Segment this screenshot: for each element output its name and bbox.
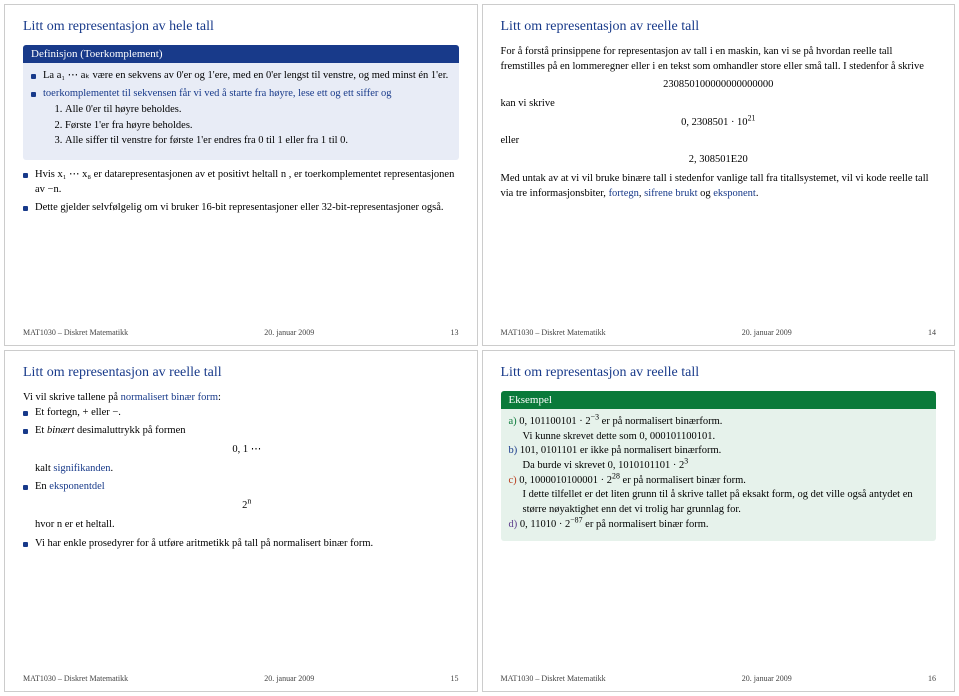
example-c: c) 0, 1000010100001 · 228 er på normalis… xyxy=(509,474,929,518)
footer-page: 13 xyxy=(450,328,458,337)
text: Vi vil skrive tallene på xyxy=(23,392,121,403)
display-math: 2n xyxy=(35,499,459,514)
footer-left: MAT1030 – Diskret Matematikk xyxy=(23,674,128,683)
footer-left: MAT1030 – Diskret Matematikk xyxy=(23,328,128,337)
definition-box: Definisjon (Toerkomplement) La a₁ ⋯ aₖ v… xyxy=(23,45,459,160)
slide-14: Litt om representasjon av reelle tall Fo… xyxy=(482,4,956,346)
list-item: Et binært desimaluttrykk på formen 0, 1 … xyxy=(23,424,459,476)
footer-center: 20. januar 2009 xyxy=(742,328,792,337)
highlight: sifrene brukt xyxy=(644,188,697,199)
text: kalt xyxy=(35,463,53,474)
highlight: eksponentdel xyxy=(49,481,104,492)
math-sup: −3 xyxy=(591,413,599,422)
slide-footer: MAT1030 – Diskret Matematikk 20. januar … xyxy=(501,322,937,337)
footer-center: 20. januar 2009 xyxy=(264,328,314,337)
footer-center: 20. januar 2009 xyxy=(742,674,792,683)
display-math: 230850100000000000000 xyxy=(501,78,937,93)
footer-left: MAT1030 – Diskret Matematikk xyxy=(501,674,606,683)
text: I dette tilfellet er det liten grunn til… xyxy=(523,488,929,517)
paragraph: For å forstå prinsippene for representas… xyxy=(501,45,937,74)
num-item: Første 1'er fra høyre beholdes. xyxy=(65,119,451,133)
highlight: eksponent xyxy=(713,188,756,199)
text: Da burde vi skrevet 0, 1010101101 · 2 xyxy=(523,460,685,471)
display-math: 0, 1 ⋯ xyxy=(35,443,459,458)
body-item: Dette gjelder selvfølgelig om vi bruker … xyxy=(23,201,459,216)
example-a: a) 0, 101100101 · 2−3 er på normalisert … xyxy=(509,415,929,444)
defbox-body: La a₁ ⋯ aₖ være en sekvens av 0'er og 1'… xyxy=(23,63,459,160)
list-item: Vi har enkle prosedyrer for å utføre ari… xyxy=(23,537,459,552)
slide-body: Vi vil skrive tallene på normalisert bin… xyxy=(23,391,459,668)
text: er på normalisert binærform. xyxy=(599,416,722,427)
display-math: 0, 2308501 · 1021 xyxy=(501,116,937,131)
slide-title: Litt om representasjon av hele tall xyxy=(23,19,459,35)
text: er på normalisert binær form. xyxy=(620,475,746,486)
text: hvor n er et heltall. xyxy=(35,519,115,530)
label: eller xyxy=(501,134,937,149)
footer-center: 20. januar 2009 xyxy=(264,674,314,683)
example-d: d) 0, 11010 · 2−87 er på normalisert bin… xyxy=(509,518,929,533)
text: og xyxy=(698,188,714,199)
math-sup: 3 xyxy=(684,457,688,466)
text: : xyxy=(218,392,221,403)
defbox-head: Definisjon (Toerkomplement) xyxy=(23,45,459,63)
footer-left: MAT1030 – Diskret Matematikk xyxy=(501,328,606,337)
math-sup: 21 xyxy=(748,113,756,122)
example-b: b) 101, 0101101 er ikke på normalisert b… xyxy=(509,444,929,473)
exbox-body: a) 0, 101100101 · 2−3 er på normalisert … xyxy=(501,409,937,541)
emphasis: binært xyxy=(47,425,74,436)
ex-label: d) xyxy=(509,519,518,530)
slide-body: For å forstå prinsippene for representas… xyxy=(501,45,937,322)
text: 0, 101100101 · 2 xyxy=(519,416,590,427)
ex-label: a) xyxy=(509,416,517,427)
def-item: La a₁ ⋯ aₖ være en sekvens av 0'er og 1'… xyxy=(31,69,451,83)
highlight: normalisert binær form xyxy=(121,392,218,403)
body-item: Hvis x₁ ⋯ x₈ er datarepresentasjonen av … xyxy=(23,168,459,197)
text: . xyxy=(756,188,759,199)
slide-title: Litt om representasjon av reelle tall xyxy=(501,19,937,35)
slide-footer: MAT1030 – Diskret Matematikk 20. januar … xyxy=(23,322,459,337)
text: 101, 0101101 er ikke på normalisert binæ… xyxy=(520,445,721,456)
footer-page: 16 xyxy=(928,674,936,683)
slide-title: Litt om representasjon av reelle tall xyxy=(23,365,459,381)
math-sup: 28 xyxy=(612,471,620,480)
num-item: Alle siffer til venstre for første 1'er … xyxy=(65,134,451,148)
text: 0, 1000010100001 · 2 xyxy=(519,475,612,486)
ex-label: b) xyxy=(509,445,518,456)
slide-footer: MAT1030 – Diskret Matematikk 20. januar … xyxy=(501,668,937,683)
numbered-list: Alle 0'er til høyre beholdes. Første 1'e… xyxy=(43,103,451,148)
text: Et xyxy=(35,425,47,436)
highlight: fortegn xyxy=(609,188,639,199)
slide-16: Litt om representasjon av reelle tall Ek… xyxy=(482,350,956,692)
text: Vi kunne skrevet dette som 0, 0001011001… xyxy=(523,431,716,442)
def-item: toerkomplementet til sekvensen får vi ve… xyxy=(31,87,451,148)
footer-page: 14 xyxy=(928,328,936,337)
display-math: 2, 308501E20 xyxy=(501,153,937,168)
text: 0, 11010 · 2 xyxy=(520,519,570,530)
slide-footer: MAT1030 – Diskret Matematikk 20. januar … xyxy=(23,668,459,683)
paragraph: Med untak av at vi vil bruke binære tall… xyxy=(501,172,937,201)
text: er på normalisert binær form. xyxy=(583,519,709,530)
list-item: Et fortegn, + eller −. xyxy=(23,406,459,421)
intro: Vi vil skrive tallene på normalisert bin… xyxy=(23,391,459,406)
list-item: En eksponentdel 2n hvor n er et heltall. xyxy=(23,480,459,532)
highlight: signifikanden xyxy=(53,463,110,474)
footer-page: 15 xyxy=(450,674,458,683)
text: En xyxy=(35,481,49,492)
label: kan vi skrive xyxy=(501,97,937,112)
slide-15: Litt om representasjon av reelle tall Vi… xyxy=(4,350,478,692)
example-box: Eksempel a) 0, 101100101 · 2−3 er på nor… xyxy=(501,391,937,541)
math-base: 0, 2308501 · 10 xyxy=(681,117,748,128)
text: desimaluttrykk på formen xyxy=(74,425,185,436)
slide-13: Litt om representasjon av hele tall Defi… xyxy=(4,4,478,346)
exbox-head: Eksempel xyxy=(501,391,937,409)
math-sup: −87 xyxy=(570,515,582,524)
def-item-text: toerkomplementet til sekvensen får vi ve… xyxy=(43,88,392,99)
num-item: Alle 0'er til høyre beholdes. xyxy=(65,103,451,117)
slide-title: Litt om representasjon av reelle tall xyxy=(501,365,937,381)
ex-label: c) xyxy=(509,475,517,486)
math-sup: n xyxy=(247,497,251,506)
text: . xyxy=(111,463,114,474)
slide-body: Hvis x₁ ⋯ x₈ er datarepresentasjonen av … xyxy=(23,168,459,322)
